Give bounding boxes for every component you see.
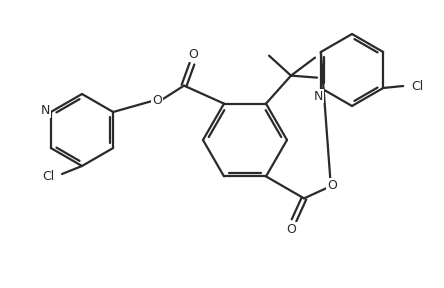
Text: Cl: Cl xyxy=(411,79,423,92)
Text: O: O xyxy=(152,94,162,107)
Text: Cl: Cl xyxy=(42,170,54,183)
Text: N: N xyxy=(41,105,51,118)
Text: O: O xyxy=(327,179,337,192)
Text: O: O xyxy=(188,48,198,61)
Text: N: N xyxy=(314,90,324,103)
Text: O: O xyxy=(286,223,296,236)
